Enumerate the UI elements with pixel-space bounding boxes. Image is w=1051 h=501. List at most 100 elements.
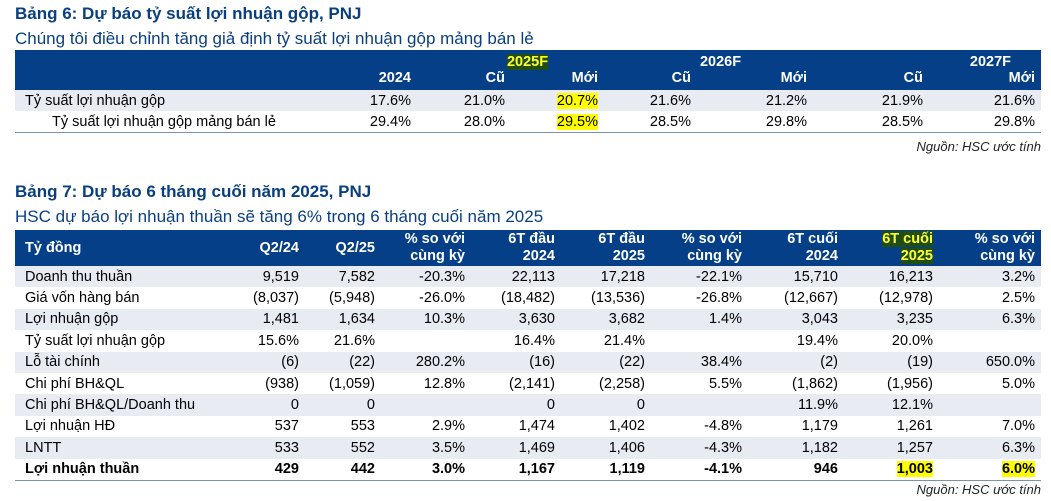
- row-label: Doanh thu thuần: [25, 268, 133, 285]
- cell: 442: [305, 458, 381, 481]
- cell: 1,634: [338, 311, 375, 328]
- header-line-2: cùng kỳ: [687, 248, 742, 264]
- row-label: Lợi nhuận thuần: [15, 458, 215, 481]
- cell: (938): [265, 375, 299, 392]
- cell: 2.9%: [431, 418, 465, 435]
- cell: (1,956): [887, 375, 933, 392]
- cell: 1,261: [896, 418, 933, 435]
- row-label: Tỷ suất lợi nhuận gộp: [25, 332, 166, 349]
- row-label: Giá vốn hàng bán: [25, 290, 140, 307]
- cell: 552: [350, 439, 375, 456]
- col-2027-new: Mới: [1008, 70, 1035, 86]
- cell: 17,218: [600, 268, 645, 285]
- table6-group-header-row: 2025F 2026F 2027F: [15, 50, 1041, 70]
- cell: (19): [907, 354, 933, 371]
- row-label: Lợi nhuận gộp: [25, 311, 119, 328]
- cell: 3,682: [608, 311, 645, 328]
- cell: 1,481: [262, 311, 299, 328]
- highlighted-cell: 1,003: [896, 461, 933, 478]
- highlighted-cell: 29.5%: [556, 113, 598, 130]
- row-label: Chi phí BH&QL/Doanh thu: [25, 397, 196, 414]
- cell: 11.9%: [797, 397, 838, 414]
- cell: 537: [274, 418, 299, 435]
- cell: (12,978): [878, 290, 933, 307]
- table-row: Lỗ tài chính (6) (22) 280.2% (16) (22) 38.4% (2…: [15, 351, 1041, 373]
- table7-subtitle: HSC dự báo lợi nhuận thuần sẽ tăng 6% tr…: [15, 207, 544, 226]
- header-line-1: 6T cuối: [882, 231, 933, 247]
- table-row: Tỷ suất lợi nhuận gộp mảng bán lẻ 29.4% …: [15, 111, 1041, 133]
- cell: 17.6%: [369, 92, 411, 109]
- cell: [381, 330, 471, 351]
- table7-header-row: Tỷ đồng Q2/24 Q2/25% so với cùng kỳ 6T đầu 20…: [15, 230, 1041, 266]
- table7-source: Nguồn: HSC ước tính: [916, 482, 1041, 497]
- table7-h2-forecast: Tỷ đồng Q2/24 Q2/25% so với cùng kỳ 6T đầu 20…: [15, 230, 1041, 481]
- col-2025-new: Mới: [571, 70, 598, 86]
- row-label: LNTT: [25, 439, 62, 456]
- cell: 5.5%: [708, 375, 742, 392]
- cell: (1,059): [329, 375, 375, 392]
- cell: 1,402: [608, 418, 645, 435]
- table6-title: Bảng 6: Dự báo tỷ suất lợi nhuận gộp, PN…: [15, 4, 362, 23]
- cell: 3,043: [801, 311, 838, 328]
- cell: 429: [215, 458, 305, 481]
- cell: 7.0%: [1001, 418, 1035, 435]
- cell: -20.3%: [419, 268, 465, 285]
- table6-column-header-row: 2024 Cũ Mới Cũ Mới Cũ Mới: [15, 70, 1041, 90]
- cell: 533: [274, 439, 299, 456]
- table-row: Lợi nhuận HĐ 537 553 2.9% 1,474 1,402 -4.8% 1,1…: [15, 416, 1041, 437]
- cell: 21.4%: [603, 332, 645, 349]
- header-line-1: Tỷ đồng: [25, 239, 82, 256]
- cell: -26.8%: [696, 290, 742, 307]
- cell: 6.3%: [1001, 311, 1035, 328]
- row-label: Tỷ suất lợi nhuận gộp mảng bán lẻ: [15, 111, 327, 133]
- cell: 650.0%: [985, 354, 1035, 371]
- cell: 3.5%: [431, 439, 465, 456]
- table-row: Giá vốn hàng bán (8,037) (5,948) -26.0% (18,…: [15, 287, 1041, 308]
- cell: 28.0%: [417, 111, 511, 133]
- col-2026-old: Cũ: [671, 70, 691, 86]
- cell: 1,469: [518, 439, 555, 456]
- cell: 16.4%: [513, 332, 555, 349]
- cell: 28.5%: [604, 111, 697, 133]
- cell: [939, 330, 1041, 351]
- cell: 38.4%: [700, 354, 742, 371]
- cell: (2): [820, 354, 838, 371]
- cell: 3.0%: [381, 458, 471, 481]
- column-header: % so với cùng kỳ: [651, 230, 748, 266]
- header-line-2: 2024: [805, 248, 838, 264]
- cell: 22,113: [511, 268, 555, 285]
- col-2024: 2024: [378, 70, 411, 86]
- header-line-2: 2025: [612, 248, 645, 264]
- cell: 3,630: [518, 311, 555, 328]
- cell: 10.3%: [423, 311, 465, 328]
- row-label: Chi phí BH&QL: [25, 375, 125, 392]
- column-header: 6T đầu 2024: [471, 230, 561, 266]
- header-line-2: cùng kỳ: [410, 248, 465, 264]
- cell: 1,119: [561, 458, 651, 481]
- table6-subtitle: Chúng tôi điều chỉnh tăng giả định tỷ su…: [15, 29, 534, 48]
- cell: 1,257: [896, 439, 933, 456]
- cell: 0: [366, 397, 375, 414]
- cell: 15,710: [793, 268, 838, 285]
- column-header: 6T đầu 2025: [561, 230, 651, 266]
- header-2026f: 2026F: [699, 54, 742, 70]
- cell: (13,536): [590, 290, 645, 307]
- table-row: LNTT 533 552 3.5% 1,469 1,406 -4.3% 1,182 1,257 6…: [15, 437, 1041, 459]
- table-row: Lợi nhuận thuần 429 442 3.0% 1,167 1,119 -4.1%…: [15, 458, 1041, 481]
- cell: 29.8%: [929, 111, 1041, 133]
- cell: (8,037): [253, 290, 299, 307]
- column-header: % so với cùng kỳ: [381, 230, 471, 266]
- cell: (22): [349, 354, 375, 371]
- header-line-1: 6T đầu: [508, 231, 555, 247]
- cell: 0: [546, 397, 555, 414]
- cell: -4.8%: [704, 418, 742, 435]
- cell: [381, 394, 471, 415]
- cell: 6.3%: [1001, 439, 1035, 456]
- cell: 1,167: [471, 458, 561, 481]
- cell: 7,582: [338, 268, 375, 285]
- table-row: Chi phí BH&QL (938) (1,059) 12.8% (2,141) (2,…: [15, 373, 1041, 394]
- cell: -4.1%: [651, 458, 748, 481]
- column-header: 6T cuối 2025: [844, 230, 939, 266]
- cell: 9,519: [262, 268, 299, 285]
- cell: 553: [350, 418, 375, 435]
